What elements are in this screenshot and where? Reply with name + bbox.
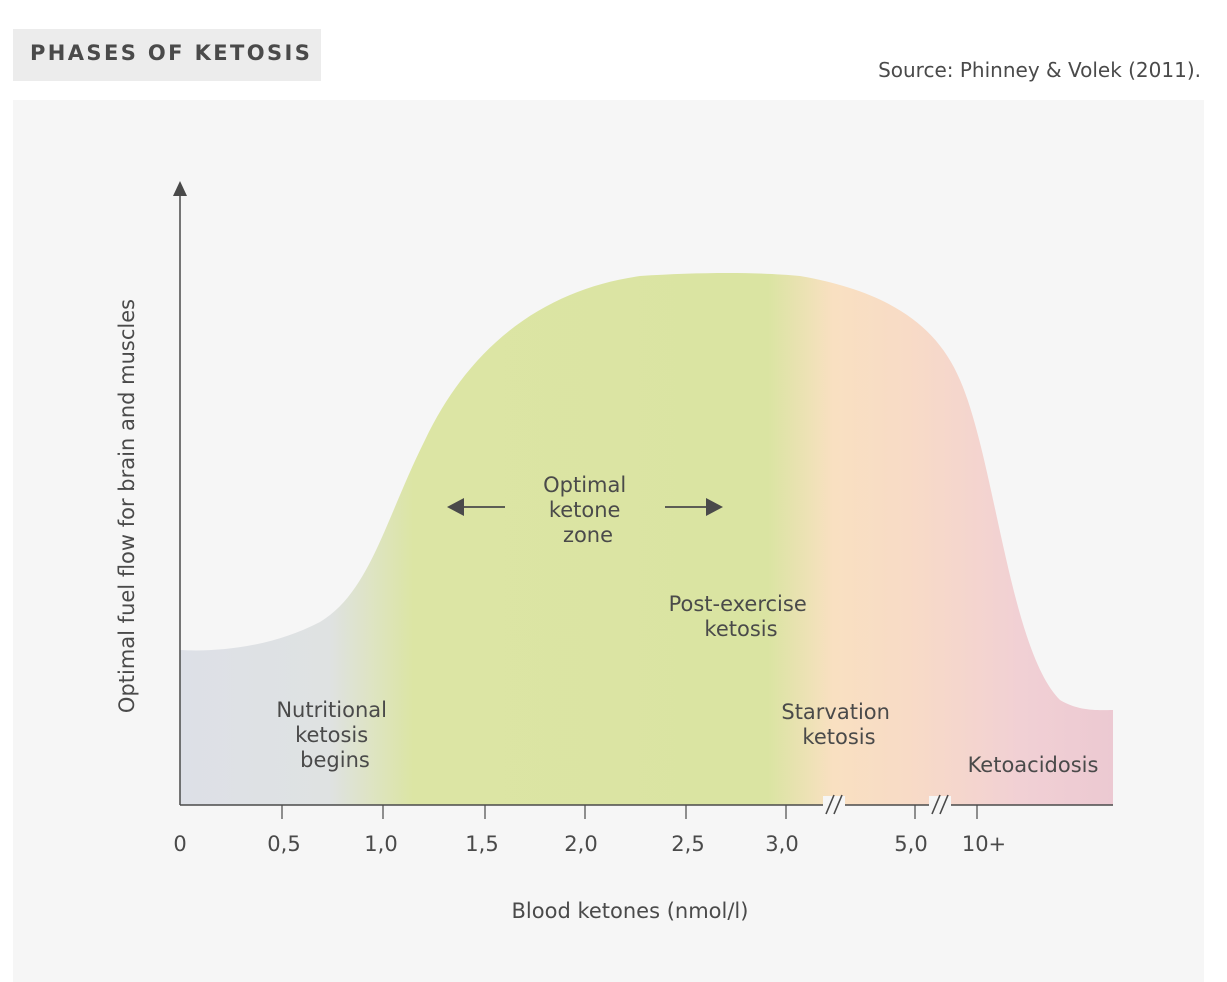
x-tick-label: 2,0 [564,832,597,856]
x-tick-label: 1,5 [465,832,498,856]
x-tick-label: 2,5 [671,832,704,856]
annotation-nutritional: Nutritional ketosis begins [276,698,393,772]
x-axis-label: Blood ketones (nmol/l) [512,899,749,923]
x-tick-label: 0,5 [267,832,300,856]
left-arrow-icon [447,498,505,516]
x-tick-label: 0 [173,832,186,856]
title-box: PHASES OF KETOSIS [13,29,321,81]
y-axis-arrow-icon [173,181,187,196]
ketosis-curve-area [180,273,1113,805]
right-arrow-icon [665,498,723,516]
axis-break [823,794,845,815]
x-tick-label: 10+ [962,832,1006,856]
annotation-starvation: Starvation ketosis [781,700,896,749]
annotation-ketoacidosis: Ketoacidosis [968,753,1099,777]
source-citation: Source: Phinney & Volek (2011). [878,58,1201,82]
x-tick-label: 1,0 [364,832,397,856]
chart-title: PHASES OF KETOSIS [30,41,313,65]
x-tick-label: 5,0 [894,832,927,856]
y-axis-label: Optimal fuel flow for brain and muscles [115,299,139,713]
axis-break [929,794,951,815]
annotation-post-exercise: Post-exercise ketosis [669,592,814,641]
x-tick-label: 3,0 [765,832,798,856]
annotation-optimal-zone: Optimal ketone zone [543,473,633,547]
